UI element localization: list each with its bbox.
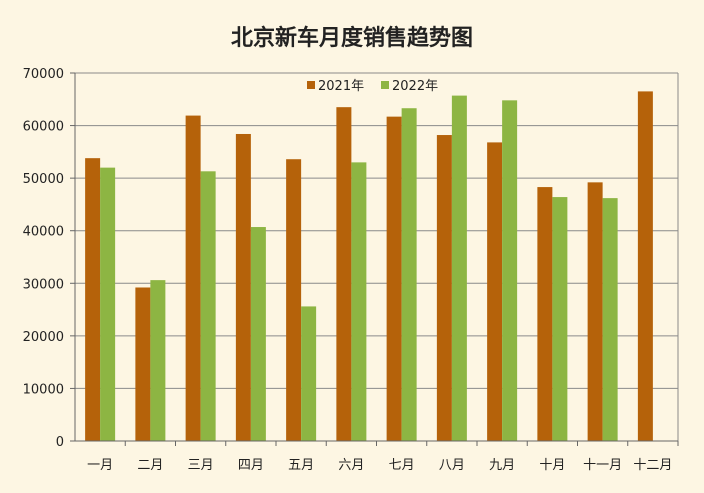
bar-series-1: [286, 159, 302, 441]
y-tick-label: 70000: [23, 67, 64, 82]
bar-series-1: [135, 287, 151, 441]
bar-series-2: [602, 198, 618, 441]
y-tick-label: 40000: [23, 225, 64, 240]
x-tick-label: 十二月: [633, 458, 672, 473]
y-tick-label: 20000: [23, 330, 64, 345]
legend-label: 2022年: [392, 79, 438, 94]
bar-series-2: [100, 167, 116, 441]
bar-series-2: [200, 171, 216, 441]
y-tick-label: 60000: [23, 120, 64, 135]
bar-series-1: [336, 107, 352, 442]
x-tick-label: 二月: [137, 458, 163, 473]
x-tick-label: 四月: [238, 458, 264, 473]
legend-swatch: [381, 81, 389, 89]
x-tick-label: 九月: [489, 458, 515, 473]
bars: [85, 91, 653, 442]
x-tick-label: 六月: [338, 458, 364, 473]
y-tick-label: 30000: [23, 277, 64, 292]
bar-series-1: [85, 158, 101, 441]
bar-series-1: [386, 116, 402, 442]
bar-series-1: [587, 182, 603, 441]
bar-series-1: [537, 187, 553, 441]
gridlines: [75, 72, 678, 389]
bar-series-1: [185, 115, 201, 441]
axes: 0 10000 20000 30000 40000 50000 60000 70000 一月 二月…: [23, 67, 679, 473]
legend-swatch: [307, 81, 315, 89]
x-tick-label: 七月: [389, 458, 415, 473]
legend: 2021年 2022年: [307, 79, 438, 94]
x-tick-label: 八月: [439, 458, 465, 473]
bar-series-2: [552, 197, 568, 441]
bar-series-1: [436, 135, 452, 441]
x-tick-label: 一月: [87, 458, 113, 473]
legend-label: 2021年: [318, 79, 364, 94]
bar-series-2: [301, 306, 317, 441]
y-tick-label: 0: [56, 435, 64, 450]
bar-series-1: [235, 133, 251, 442]
bar-series-1: [637, 91, 653, 442]
bar-series-2: [351, 162, 367, 441]
bar-series-2: [250, 227, 266, 441]
y-tick-label: 10000: [23, 382, 64, 397]
y-tick-label: 50000: [23, 172, 64, 187]
x-tick-label: 十月: [539, 458, 565, 473]
bar-series-2: [502, 100, 518, 441]
chart-title: 北京新车月度销售趋势图: [231, 25, 473, 51]
x-tick-label: 三月: [188, 458, 214, 473]
bar-series-2: [451, 95, 467, 441]
bar-series-2: [150, 280, 166, 441]
bar-series-2: [401, 108, 417, 442]
x-tick-label: 十一月: [583, 458, 622, 473]
x-tick-label: 五月: [288, 458, 314, 473]
bar-series-1: [487, 142, 503, 441]
